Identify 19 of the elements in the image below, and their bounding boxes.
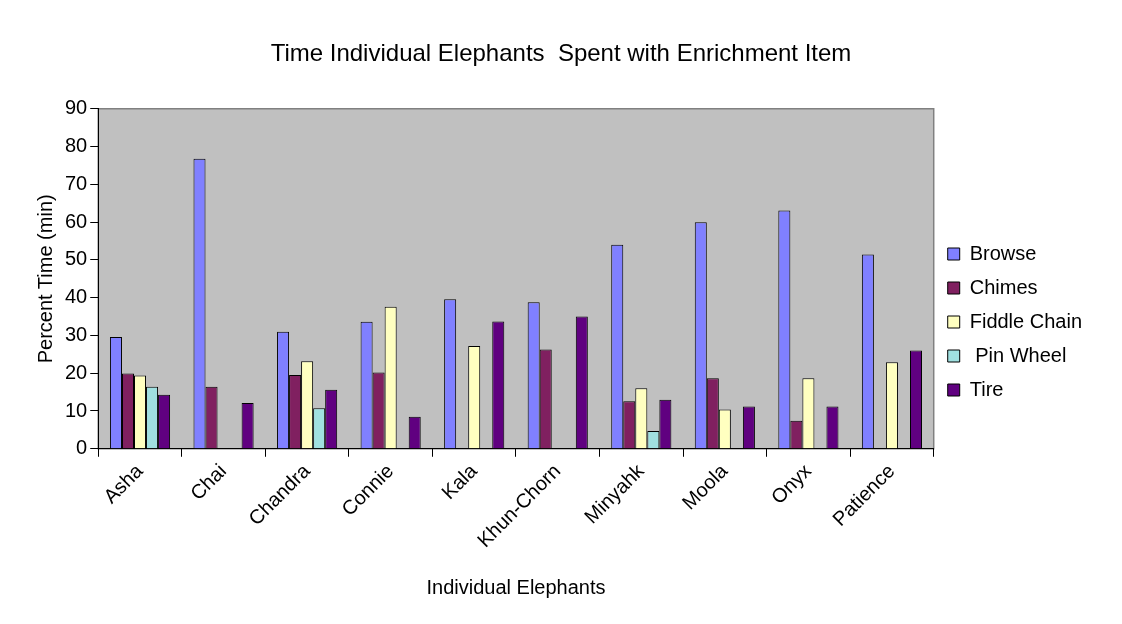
x-axis-title: Individual Elephants [426,575,606,598]
chart-title: Time Individual Elephants Spent with Enrichment Item [270,39,852,67]
y-tick-label: 40 [65,285,88,308]
y-tick-label: 50 [65,247,88,270]
legend-label: Browse [969,241,1037,264]
x-tick-label: Kala [437,458,482,504]
legend-label: Tire [969,377,1004,400]
legend-label: Fiddle Chain [969,309,1083,332]
y-tick-label: 30 [65,322,88,345]
y-tick-label: 70 [65,171,88,194]
y-axis-title: Percent Time (min) [33,194,56,364]
legend-label: Chimes [969,275,1038,298]
y-tick-label: 0 [76,436,88,459]
y-tick-label: 20 [65,360,88,383]
y-tick-label: 60 [65,209,88,232]
y-tick-label: 10 [65,398,88,421]
legend-label: Pin Wheel [969,343,1067,366]
y-tick-label: 90 [65,96,88,119]
y-tick-label: 80 [65,134,88,157]
